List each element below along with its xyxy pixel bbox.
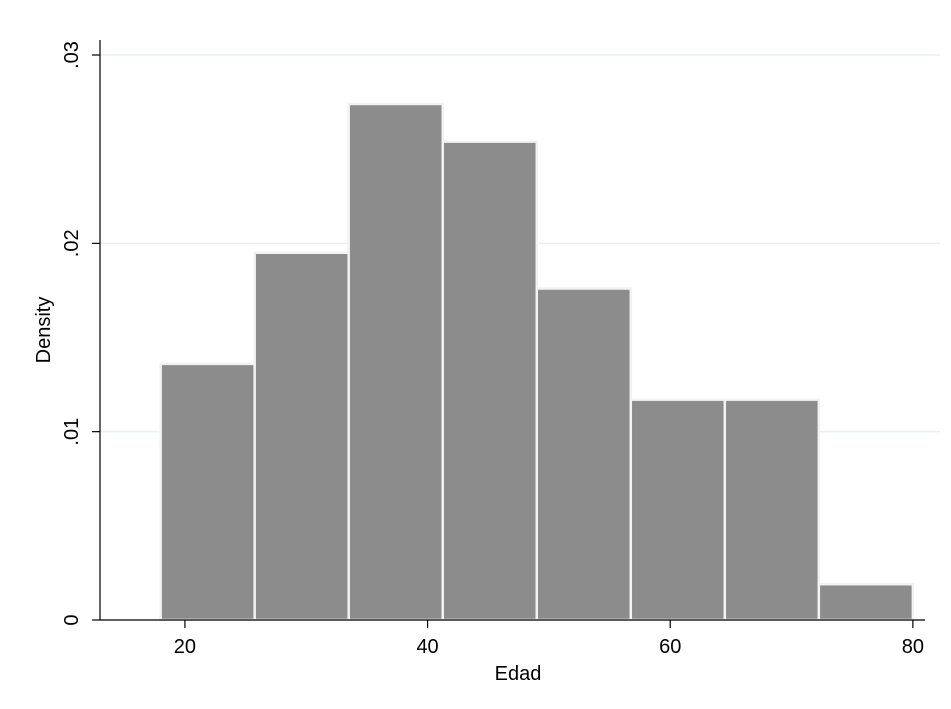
axes [99,40,925,621]
y-tick-label: .01 [61,418,83,446]
x-tick-label: 80 [902,636,924,658]
histogram-bar [347,102,444,622]
histogram-bar [535,287,633,622]
axis-ticks: 0 .01 .02 .03 20 40 60 80 [61,41,924,658]
x-tick-label: 20 [174,636,196,658]
y-axis-title: Density [33,297,55,364]
histogram-bar [629,398,727,622]
histogram-bars [159,102,915,622]
x-tick-label: 40 [416,636,438,658]
x-tick-label: 60 [659,636,681,658]
histogram-bar [159,362,256,622]
y-tick-label: 0 [61,614,83,625]
histogram-bar [253,251,350,622]
x-axis-title: Edad [495,663,542,685]
y-tick-label: .03 [61,41,83,69]
histogram-bar [441,140,539,622]
y-tick-label: .02 [61,229,83,257]
histogram-bar [817,582,915,622]
histogram-bar [723,398,821,622]
